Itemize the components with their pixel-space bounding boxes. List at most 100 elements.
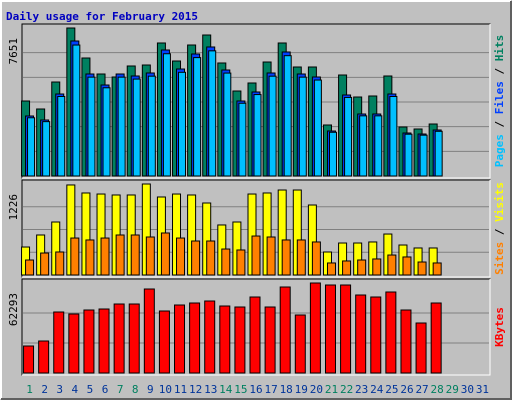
x-tick-label: 26 [400,383,413,396]
x-tick-label: 1 [26,383,33,396]
bar [279,286,291,374]
bar [249,296,261,374]
legend-entry: Visits [493,182,506,222]
x-tick-label: 16 [249,383,262,396]
bar [160,232,170,276]
bar [432,262,442,276]
bar [402,256,412,276]
bar [219,305,231,374]
bar [311,241,321,276]
bar [158,310,170,374]
bar [53,311,65,374]
x-tick-label: 24 [370,383,384,396]
bar [147,75,156,177]
legend: Pages / Files / Hits [493,35,506,168]
x-tick-label: 30 [461,383,474,396]
plot-bevel [22,24,491,179]
bar [130,234,140,276]
x-tick-label: 14 [219,383,233,396]
x-tick-label: 9 [147,383,154,396]
bar [340,284,352,374]
bar [68,313,80,374]
bar [264,306,276,374]
bar [400,309,412,374]
legend-separator: / [493,222,506,242]
bar [417,261,427,276]
x-tick-label: 19 [295,383,308,396]
bar [359,115,368,177]
x-tick-label: 8 [132,383,139,396]
bar [98,308,110,374]
bar [283,55,292,177]
bar [313,79,322,177]
bar [193,57,202,177]
legend: Sites / Visits [493,182,506,275]
bar [344,96,353,177]
bar [355,294,367,374]
bar [83,309,95,374]
bar [57,95,66,177]
bar [434,130,443,177]
x-tick-label: 6 [102,383,109,396]
legend-entry: Files [493,81,506,114]
x-tick-label: 18 [280,383,293,396]
bar [238,102,247,177]
bar [372,258,382,276]
x-tick-label: 21 [325,383,338,396]
x-tick-label: 17 [264,383,277,396]
x-tick-label: 28 [431,383,444,396]
bar [87,76,96,177]
bar [174,304,186,374]
bar [326,262,336,276]
bar [70,237,80,276]
x-tick-label: 31 [476,383,489,396]
bar [309,282,321,374]
x-tick-label: 7 [117,383,124,396]
bar [40,252,50,276]
x-tick-label: 12 [189,383,202,396]
chart-title: Daily usage for February 2015 [6,10,198,23]
bar [253,94,262,177]
bar [370,296,382,374]
bar [298,76,307,177]
bar [178,71,187,177]
bar [223,72,232,177]
legend-separator: / [493,114,506,134]
bar [328,131,337,177]
bar [55,251,65,276]
bar [387,254,397,276]
bar [357,259,367,276]
bar [117,76,126,177]
x-tick-label: 25 [385,383,398,396]
x-tick-label: 3 [56,383,63,396]
bar [430,302,442,374]
legend: KBytes [493,307,506,347]
x-tick-label: 4 [72,383,79,396]
bar [113,303,125,374]
bar [85,239,95,276]
bar [27,117,36,177]
bar [389,95,398,177]
legend-entry: Sites [493,242,506,275]
x-tick-label: 2 [41,383,48,396]
bar [415,322,427,374]
bar [385,291,397,374]
legend-separator: / [493,61,506,81]
bar [236,249,246,276]
bar [100,237,110,276]
bar [162,53,171,177]
bar [206,240,216,276]
bar [72,44,81,177]
plot-bevel [22,180,491,278]
legend-entry: Hits [493,35,506,62]
x-tick-label: 11 [174,383,187,396]
bar [294,314,306,374]
x-tick-label: 15 [234,383,247,396]
bar [191,240,201,276]
x-tick-label: 22 [340,383,353,396]
bar [38,340,50,374]
bar [266,236,276,276]
